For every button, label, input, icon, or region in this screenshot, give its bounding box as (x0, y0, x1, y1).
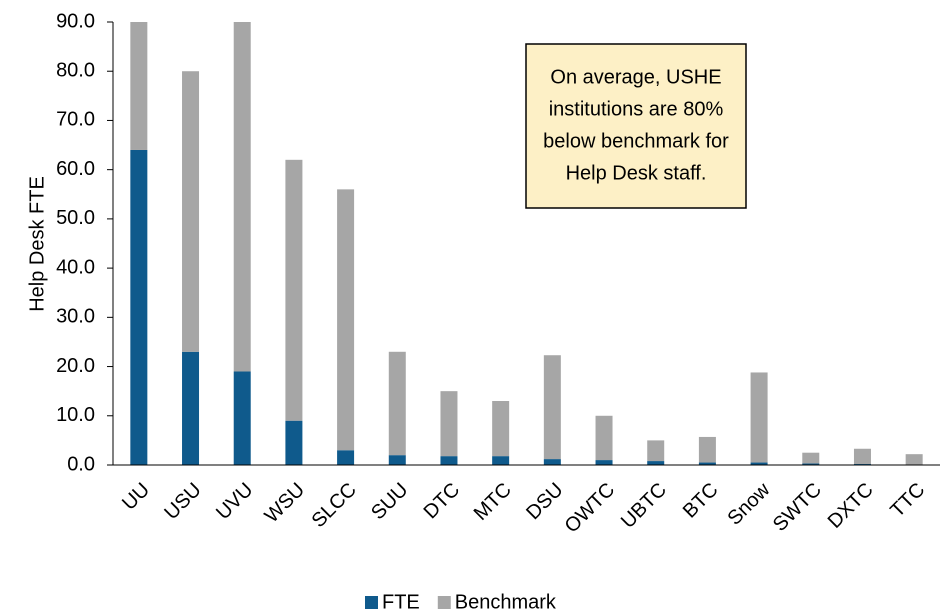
bar-segment (440, 391, 458, 457)
y-tick-label: 90.0 (56, 10, 95, 32)
x-tick-label: DXTC (824, 479, 878, 533)
x-tick-label: DTC (420, 479, 465, 524)
x-tick-label: USU (160, 479, 205, 524)
bar-segment (182, 351, 200, 465)
x-tick-label: UBTC (617, 479, 671, 533)
bar-segment (285, 159, 303, 421)
x-tick-label: OWTC (561, 479, 620, 538)
y-tick-label: 80.0 (56, 60, 95, 82)
x-tick-label: MTC (470, 479, 516, 525)
bar-segment (853, 448, 871, 465)
annotation-box (525, 43, 747, 209)
x-tick-label: BTC (679, 479, 723, 523)
legend-label: FTE (382, 591, 420, 613)
bar-segment (543, 355, 561, 460)
y-tick-label: 10.0 (56, 404, 95, 426)
x-tick-label: SUU (367, 479, 412, 524)
y-tick-label: 60.0 (56, 158, 95, 180)
bar-segment (905, 454, 923, 465)
y-tick-label: 30.0 (56, 306, 95, 328)
plot-area (130, 22, 923, 465)
bar-segment (750, 462, 768, 465)
y-tick-label: 40.0 (56, 256, 95, 278)
x-tick-label: Snow (723, 478, 774, 529)
y-tick-label: 20.0 (56, 355, 95, 377)
bar-segment (233, 22, 251, 372)
bar-segment (802, 463, 820, 465)
bar-segment (285, 420, 303, 465)
bar-segment (233, 371, 251, 465)
bar-segment (647, 461, 665, 465)
annotation-text: Help Desk staff. (566, 162, 707, 184)
bar-segment (337, 189, 355, 451)
annotation-text: On average, USHE (550, 66, 721, 88)
bar-segment (595, 415, 613, 461)
bar-segment (492, 401, 510, 457)
annotation-text: below benchmark for (543, 130, 729, 152)
x-tick-label: SLCC (308, 479, 361, 532)
bar-segment (698, 462, 716, 465)
bar-segment (182, 71, 200, 352)
x-tick-label: SWTC (769, 479, 826, 536)
bar-segment (543, 459, 561, 465)
bar-segment (647, 440, 665, 462)
bar-segment (388, 351, 406, 456)
y-tick-label: 0.0 (67, 453, 95, 475)
x-tick-label: DSU (522, 479, 567, 524)
legend-label: Benchmark (455, 591, 557, 613)
legend-swatch (437, 596, 451, 609)
x-tick-label: UVU (212, 479, 257, 524)
bar-segment (750, 372, 768, 463)
y-tick-label: 50.0 (56, 207, 95, 229)
bar-segment (698, 436, 716, 463)
bar-segment (802, 452, 820, 464)
bar-segment (130, 149, 148, 465)
bar-segment (337, 450, 355, 465)
y-axis-title: Help Desk FTE (26, 176, 48, 312)
bar-segment (492, 456, 510, 465)
annotation-text: institutions are 80% (549, 98, 724, 120)
bar-segment (595, 460, 613, 465)
x-tick-label: UU (118, 479, 154, 515)
bar-segment (440, 456, 458, 465)
bar-segment (388, 455, 406, 465)
legend-swatch (365, 596, 378, 609)
x-tick-label: TTC (886, 479, 929, 522)
y-tick-label: 70.0 (56, 109, 95, 131)
x-tick-label: WSU (261, 479, 310, 528)
bar-segment (130, 22, 148, 150)
